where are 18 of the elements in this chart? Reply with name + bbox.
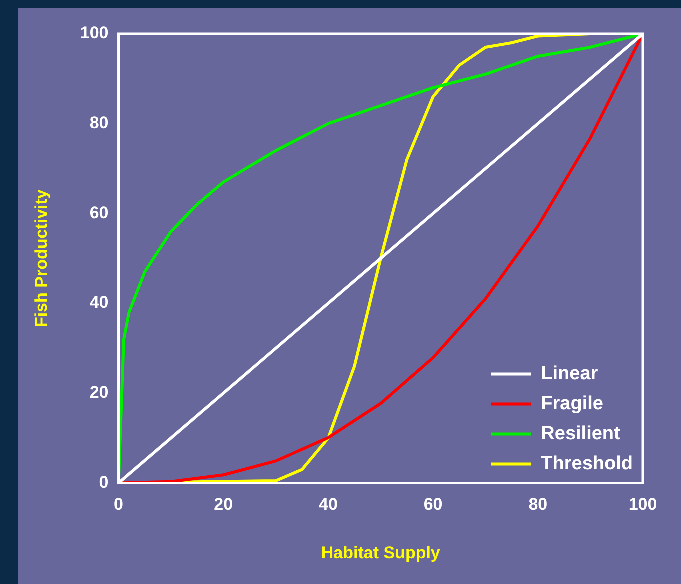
- y-tick-label: 80: [90, 114, 109, 133]
- legend-label: Fragile: [541, 393, 604, 414]
- legend-label: Resilient: [541, 423, 622, 444]
- x-tick-label: 60: [424, 495, 443, 514]
- x-tick-label: 20: [214, 495, 234, 514]
- y-tick-label: 20: [90, 383, 109, 402]
- x-tick-label: 40: [318, 495, 338, 514]
- y-axis-title: Fish Productivity: [32, 189, 51, 328]
- x-tick-label: 0: [114, 495, 124, 514]
- y-tick-label: 0: [99, 472, 109, 492]
- y-tick-label: 40: [90, 293, 109, 312]
- y-tick-label: 100: [80, 24, 109, 43]
- x-axis-title: Habitat Supply: [321, 543, 441, 562]
- y-tick-label: 60: [90, 203, 109, 222]
- x-tick-label: 80: [528, 495, 548, 514]
- x-tick-label: 100: [628, 495, 658, 514]
- legend-label: Threshold: [541, 453, 634, 474]
- legend-label: Linear: [541, 363, 599, 384]
